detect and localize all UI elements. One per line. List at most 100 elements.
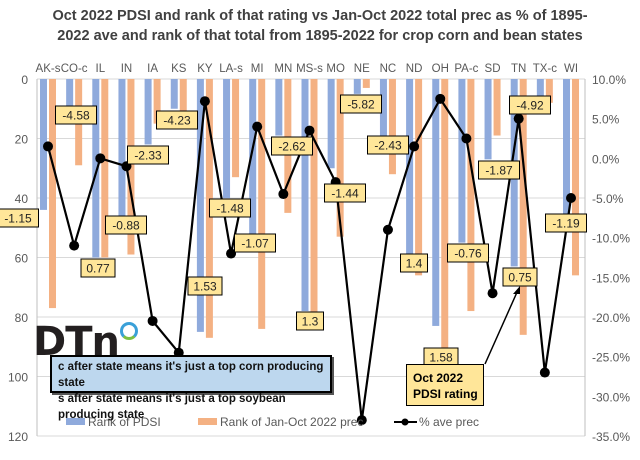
bar-rank-prec	[545, 79, 553, 103]
title-line-1: Oct 2022 PDSI and rank of that rating vs…	[52, 8, 588, 24]
bar-rank-prec	[572, 79, 579, 276]
bar-rank-prec	[467, 79, 475, 312]
point-pct-ave-prec	[356, 415, 367, 426]
data-label-box	[509, 95, 551, 115]
category-label: MN	[274, 63, 292, 75]
data-label-box	[367, 135, 409, 155]
data-label-box	[271, 136, 313, 156]
category-label: ND	[406, 63, 423, 75]
bar-rank-pdsi	[406, 79, 414, 255]
data-label: -1.48	[216, 202, 244, 216]
point-pct-ave-prec	[95, 153, 106, 164]
legend-label: % ave prec	[419, 415, 479, 429]
bar-rank-prec	[310, 79, 318, 315]
left-tick-label: 20	[15, 133, 29, 147]
category-label: IL	[96, 63, 106, 75]
bar-rank-pdsi	[301, 79, 309, 312]
callout-line-2: PDSI rating	[413, 387, 478, 401]
callout-arrowhead	[513, 286, 520, 294]
bar-rank-pdsi	[223, 79, 231, 198]
point-pct-ave-prec	[566, 193, 576, 203]
data-label: -2.43	[374, 139, 402, 153]
point-pct-ave-prec	[487, 288, 498, 299]
point-pct-ave-prec	[304, 125, 315, 136]
bar-rank-pdsi	[379, 79, 387, 136]
data-label: 1.53	[193, 280, 217, 294]
category-label: IA	[147, 63, 158, 75]
legend-swatch-pdsi	[66, 418, 85, 425]
bar-rank-pdsi	[536, 79, 544, 97]
left-tick-label: 120	[8, 430, 28, 444]
left-tick-label: 0	[21, 73, 28, 87]
category-label: NC	[380, 63, 397, 75]
bar-rank-pdsi	[353, 79, 361, 94]
right-tick-label: 10.0%	[592, 73, 626, 87]
data-label-box	[127, 145, 169, 165]
data-label-box	[400, 253, 428, 273]
data-label-box	[234, 233, 276, 253]
point-pct-ave-prec	[226, 248, 237, 259]
data-label-box	[478, 160, 520, 180]
data-label: -1.15	[4, 212, 32, 226]
left-tick-label: 40	[15, 192, 29, 206]
left-tick-label: 60	[15, 252, 29, 266]
right-tick-label: 0.0%	[592, 152, 620, 166]
bar-rank-prec	[232, 79, 240, 178]
callout-line-1: Oct 2022	[413, 371, 464, 385]
point-pct-ave-prec	[513, 113, 524, 124]
bar-rank-prec	[493, 79, 501, 136]
legend-swatch-marker	[401, 418, 409, 426]
right-tick-label: -35.0%	[592, 430, 630, 444]
left-tick-label: 100	[8, 371, 28, 385]
data-label: -1.44	[331, 187, 359, 201]
right-tick-label: -15.0%	[592, 271, 630, 285]
data-label: -0.76	[454, 247, 482, 261]
left-tick-label: 80	[15, 311, 29, 325]
point-pct-ave-prec	[252, 121, 263, 132]
bar-rank-prec	[258, 79, 266, 329]
data-label: 1.3	[302, 315, 319, 329]
data-label-box	[502, 267, 538, 287]
data-label: -1.07	[241, 237, 269, 251]
bar-rank-pdsi	[92, 79, 100, 258]
category-label: OH	[432, 63, 449, 75]
point-pct-ave-prec	[278, 189, 289, 200]
data-label: -1.19	[552, 217, 580, 231]
data-label-box	[545, 213, 587, 233]
bar-rank-pdsi	[458, 79, 466, 243]
note-line-2: s after state means it's just a top soyb…	[58, 393, 286, 421]
bar-rank-pdsi	[196, 79, 204, 332]
data-label: -2.33	[134, 149, 162, 163]
data-label: -4.92	[516, 99, 544, 113]
point-pct-ave-prec	[69, 240, 80, 251]
bar-rank-prec	[441, 79, 449, 365]
data-label: -4.58	[62, 109, 90, 123]
bar-rank-pdsi	[432, 79, 440, 326]
point-pct-ave-prec	[539, 367, 550, 378]
bar-rank-pdsi	[327, 79, 335, 169]
right-tick-label: -30.0%	[592, 390, 630, 404]
category-label: TX-c	[533, 63, 558, 75]
data-label: 1.58	[429, 351, 453, 365]
point-pct-ave-prec	[147, 315, 158, 326]
bar-rank-pdsi	[144, 79, 152, 145]
title-line-2: 2022 ave and rank of that total from 189…	[57, 28, 583, 44]
data-label-box	[80, 258, 116, 278]
bar-rank-prec	[179, 79, 187, 112]
data-label: -5.82	[347, 98, 375, 112]
point-pct-ave-prec	[461, 133, 472, 144]
data-label: 1.4	[406, 257, 423, 271]
bar-rank-prec	[101, 79, 109, 258]
data-label-box	[296, 311, 324, 331]
right-tick-label: -5.0%	[592, 192, 624, 206]
data-label: 0.77	[86, 262, 110, 276]
data-label: 0.75	[508, 271, 532, 285]
bar-rank-prec	[519, 79, 527, 335]
bar-rank-pdsi	[249, 79, 257, 234]
right-tick-label: -10.0%	[592, 232, 630, 246]
category-label: TN	[511, 63, 526, 75]
bar-rank-pdsi	[118, 79, 126, 216]
bar-rank-prec	[388, 79, 396, 175]
point-pct-ave-prec	[409, 141, 420, 152]
